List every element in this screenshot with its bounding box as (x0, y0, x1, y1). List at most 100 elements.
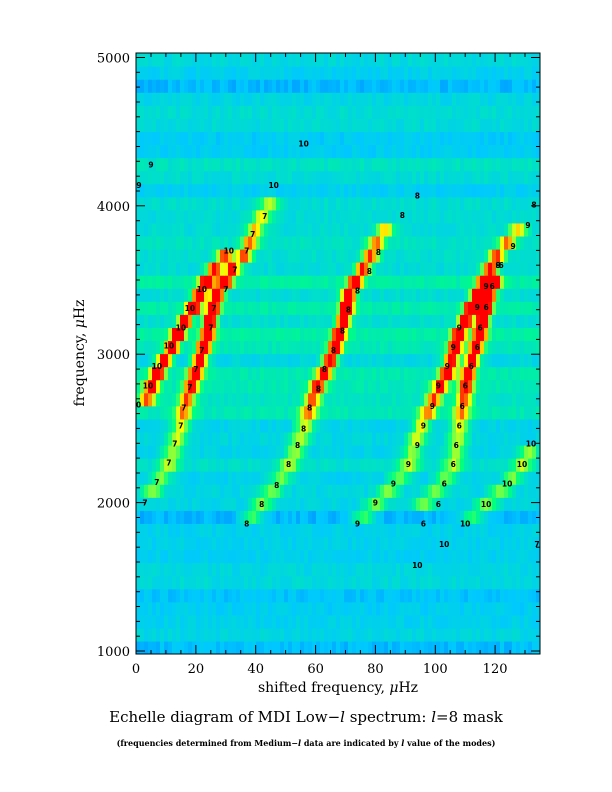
heatmap-cell (208, 392, 213, 407)
heatmap-cell (164, 209, 169, 224)
heatmap-cell (400, 301, 405, 315)
heatmap-cell (408, 53, 413, 67)
heatmap-cell (376, 588, 381, 603)
heatmap-cell (248, 105, 253, 119)
heatmap-cell (164, 471, 169, 485)
heatmap-cell (508, 340, 513, 355)
heatmap-cell (400, 458, 405, 472)
heatmap-cell (520, 248, 525, 263)
heatmap-cell (284, 405, 289, 420)
heatmap-cell (336, 144, 341, 159)
heatmap-cell (212, 444, 217, 459)
heatmap-cell (460, 379, 465, 394)
heatmap-cell (392, 66, 397, 80)
heatmap-cell (448, 131, 453, 146)
heatmap-cell (404, 536, 409, 551)
mode-label-l9: 9 (421, 422, 426, 431)
heatmap-cell (400, 640, 405, 654)
heatmap-cell (312, 418, 317, 433)
heatmap-cell (380, 301, 385, 315)
heatmap-cell (456, 235, 461, 250)
heatmap-cell (472, 549, 477, 564)
heatmap-cell (412, 601, 417, 616)
heatmap-cell (256, 235, 261, 250)
heatmap-cell (264, 510, 269, 524)
heatmap-cell (316, 458, 321, 472)
heatmap-cell (460, 275, 465, 289)
heatmap-cell (432, 92, 437, 106)
heatmap-cell (384, 601, 389, 616)
heatmap-cell (444, 118, 449, 132)
heatmap-cell (324, 92, 329, 106)
heatmap-cell (316, 536, 321, 551)
heatmap-cell (324, 262, 329, 276)
heatmap-cell (524, 314, 529, 328)
heatmap-cell (528, 405, 533, 420)
heatmap-cell (152, 627, 157, 642)
heatmap-cell (216, 431, 221, 446)
heatmap-cell (324, 405, 329, 420)
heatmap-cell (160, 183, 165, 198)
heatmap-cell (324, 131, 329, 146)
heatmap-cell (356, 92, 361, 106)
heatmap-cell (304, 614, 309, 629)
heatmap-cell (532, 79, 537, 93)
heatmap-cell (200, 458, 205, 472)
heatmap-cell (396, 431, 401, 446)
heatmap-cell (320, 627, 325, 642)
heatmap-cell (456, 523, 461, 538)
heatmap-cell (144, 471, 149, 485)
heatmap-cell (180, 614, 185, 629)
heatmap-cell (216, 614, 221, 629)
heatmap-cell (320, 444, 325, 459)
heatmap-cell (468, 510, 473, 524)
heatmap-cell (408, 444, 413, 459)
heatmap-cell (512, 484, 517, 498)
heatmap-cell (436, 379, 441, 394)
heatmap-cell (196, 627, 201, 642)
heatmap-cell (260, 144, 265, 159)
heatmap-cell (336, 170, 341, 185)
heatmap-cell (288, 92, 293, 106)
x-tick-label: 40 (247, 662, 264, 677)
heatmap-cell (404, 235, 409, 250)
heatmap-cell (412, 627, 417, 642)
heatmap-cell (228, 640, 233, 654)
heatmap-cell (396, 601, 401, 616)
heatmap-cell (176, 235, 181, 250)
heatmap-cell (236, 484, 241, 498)
heatmap-cell (156, 288, 161, 302)
heatmap-cell (148, 340, 153, 355)
heatmap-cell (396, 183, 401, 198)
heatmap-cell (436, 118, 441, 132)
heatmap-cell (236, 196, 241, 211)
heatmap-cell (372, 262, 377, 276)
heatmap-cell (412, 510, 417, 524)
heatmap-cell (468, 105, 473, 119)
heatmap-cell (176, 523, 181, 538)
heatmap-cell (428, 222, 433, 237)
heatmap-cell (308, 392, 313, 407)
heatmap-cell (288, 275, 293, 289)
heatmap-cell (160, 444, 165, 459)
heatmap-cell (168, 79, 173, 93)
heatmap-cell (352, 614, 357, 629)
heatmap-cell (372, 484, 377, 498)
heatmap-cell (292, 562, 297, 577)
heatmap-cell (140, 562, 145, 577)
heatmap-cell (500, 288, 505, 302)
heatmap-cell (472, 627, 477, 642)
heatmap-cell (384, 66, 389, 80)
heatmap-cell (452, 248, 457, 263)
heatmap-cell (444, 627, 449, 642)
heatmap-cell (484, 366, 489, 381)
heatmap-cell (268, 248, 273, 263)
heatmap-cell (240, 484, 245, 498)
heatmap-cell (140, 392, 145, 407)
mode-label-l8: 8 (367, 267, 372, 276)
heatmap-cell (436, 575, 441, 590)
heatmap-cell (148, 105, 153, 119)
heatmap-cell (472, 405, 477, 420)
heatmap-cell (344, 144, 349, 159)
heatmap-cell (516, 405, 521, 420)
